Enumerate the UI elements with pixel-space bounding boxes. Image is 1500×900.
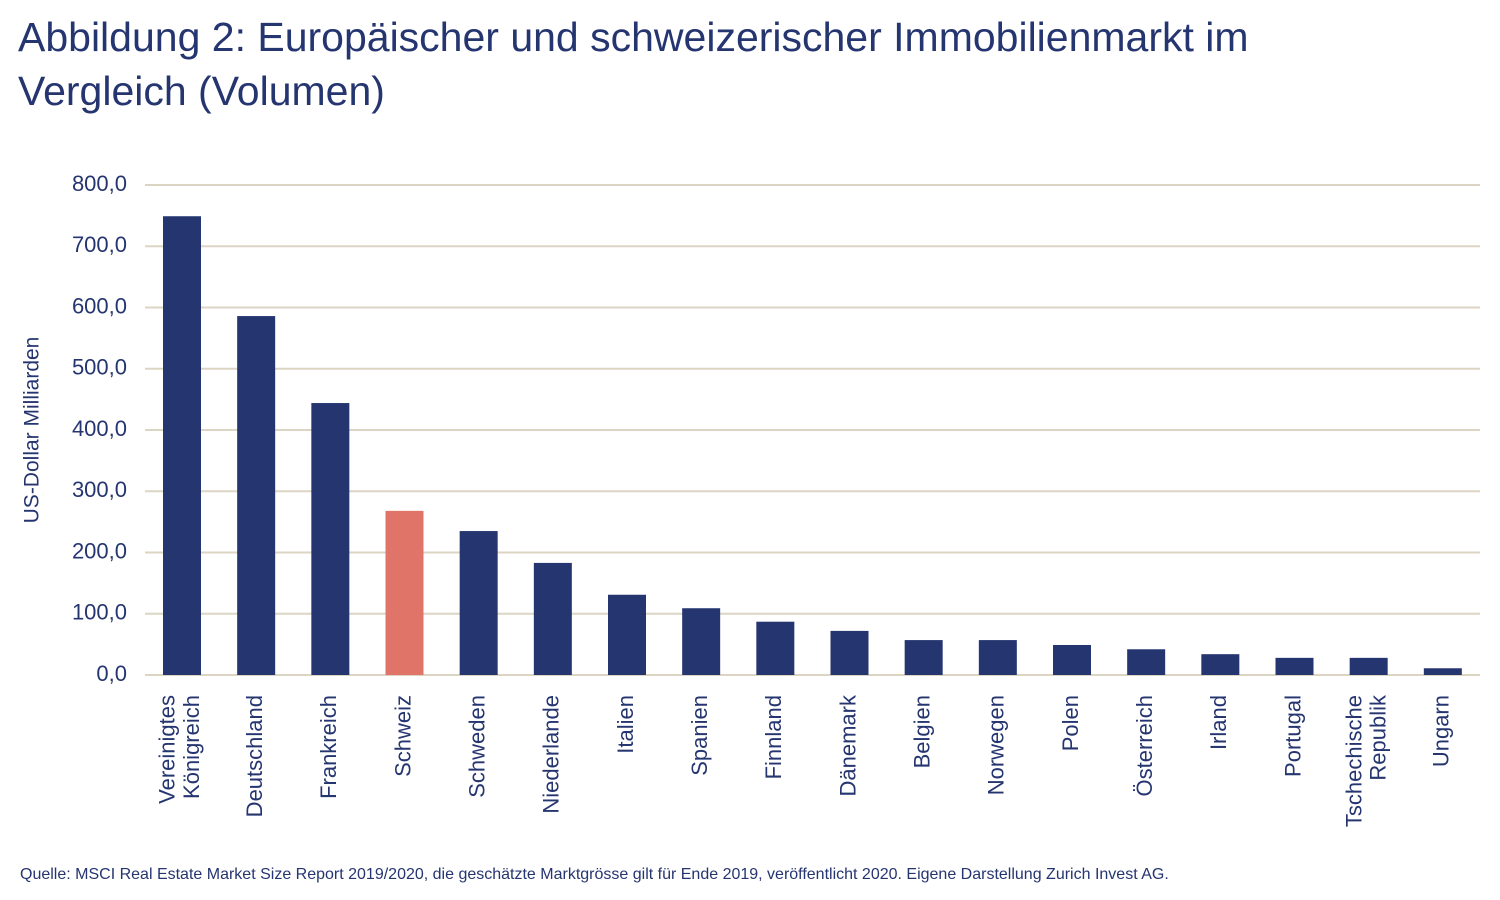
x-tick-label: Dänemark bbox=[835, 694, 860, 796]
y-tick-label: 600,0 bbox=[72, 293, 127, 318]
y-tick-label: 0,0 bbox=[96, 661, 127, 686]
source-note: Quelle: MSCI Real Estate Market Size Rep… bbox=[20, 866, 1169, 883]
bar bbox=[385, 510, 424, 675]
bar bbox=[459, 531, 498, 675]
bar bbox=[904, 640, 943, 675]
bar bbox=[1349, 657, 1388, 675]
bar bbox=[608, 594, 646, 675]
bar bbox=[163, 216, 201, 676]
x-tick-label: Irland bbox=[1206, 695, 1231, 750]
y-tick-label: 100,0 bbox=[72, 600, 127, 625]
x-tick-label: Finnland bbox=[761, 695, 786, 779]
x-tick-label: Schweiz bbox=[390, 695, 415, 777]
y-tick-label: 500,0 bbox=[72, 355, 127, 380]
bar bbox=[830, 630, 869, 675]
y-tick-label: 300,0 bbox=[72, 477, 127, 502]
bar bbox=[1423, 668, 1462, 675]
y-axis-label: US-Dollar Milliarden bbox=[21, 337, 44, 524]
x-tick-label: Italien bbox=[613, 695, 638, 754]
x-tick-label: Deutschland bbox=[242, 695, 267, 817]
x-tick-label: Polen bbox=[1058, 695, 1083, 751]
bar bbox=[1201, 654, 1240, 675]
x-tick-label: Tschechische Republik bbox=[1341, 694, 1390, 827]
bar bbox=[1053, 644, 1091, 675]
x-tick-label: Spanien bbox=[687, 695, 712, 776]
y-tick-label: 400,0 bbox=[72, 416, 127, 441]
x-tick-label: Österreich bbox=[1132, 695, 1157, 796]
x-tick-label: Frankreich bbox=[316, 695, 341, 799]
x-tick-label: Schweden bbox=[464, 695, 489, 798]
bar bbox=[756, 621, 795, 675]
chart-title: Abbildung 2: Europäischer und schweizeri… bbox=[18, 14, 1249, 114]
x-tick-label: Portugal bbox=[1280, 695, 1305, 777]
y-tick-label: 800,0 bbox=[72, 171, 127, 196]
x-tick-label: Ungarn bbox=[1429, 695, 1454, 767]
bar bbox=[1127, 649, 1166, 675]
y-tick-label: 200,0 bbox=[72, 538, 127, 563]
x-tick-label: Vereinigtes Königreich bbox=[155, 695, 204, 805]
x-tick-label: Belgien bbox=[909, 695, 934, 768]
x-tick-label: Niederlande bbox=[539, 695, 564, 814]
bar bbox=[1275, 657, 1314, 675]
bar bbox=[978, 640, 1017, 675]
bar bbox=[533, 562, 572, 675]
x-tick-label: Norwegen bbox=[984, 695, 1009, 795]
y-tick-label: 700,0 bbox=[72, 232, 127, 257]
bar bbox=[311, 403, 350, 675]
bar bbox=[682, 608, 721, 675]
title-box: Abbildung 2: Europäischer und schweizeri… bbox=[18, 14, 1249, 114]
bar bbox=[237, 316, 276, 675]
